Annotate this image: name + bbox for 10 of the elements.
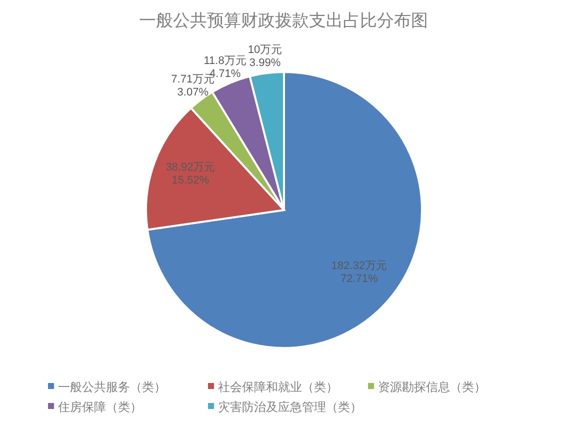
legend-label: 灾害防治及应急管理（类）	[218, 400, 362, 414]
data-label: 38.92万元 15.52%	[166, 162, 216, 187]
legend-label: 一般公共服务（类）	[58, 380, 166, 394]
data-label: 10万元 3.99%	[248, 44, 282, 70]
data-label: 182.32万元 72.71%	[331, 260, 387, 286]
chart-title: 一般公共预算财政拨款支出占比分布图	[139, 11, 428, 30]
legend-label: 社会保障和就业（类）	[218, 380, 338, 394]
pie-slice	[146, 71, 423, 349]
legend-label: 资源勘探信息（类）	[378, 380, 486, 394]
legend-label: 住房保障（类）	[57, 400, 142, 414]
